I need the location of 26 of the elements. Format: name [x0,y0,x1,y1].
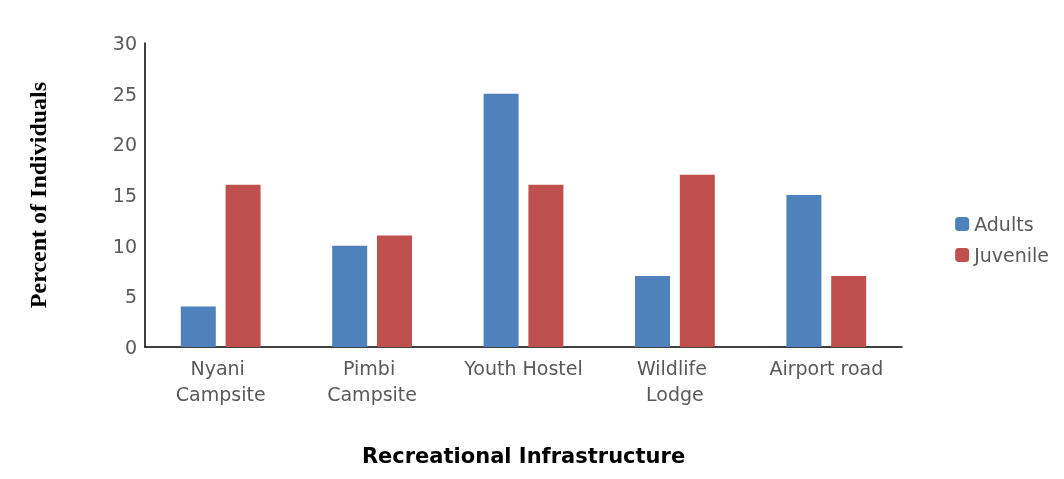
x-tick-label: Nyani Campsite [175,357,266,405]
bar [332,245,368,347]
bar [831,276,867,347]
y-tick-label: 10 [112,234,137,257]
bar [377,235,412,347]
x-axis-title: Recreational Infrastructure [361,443,686,468]
y-tick-label: 15 [112,184,137,206]
y-tick-label: 5 [124,285,137,308]
y-tick-label: 0 [124,336,137,358]
bar [635,276,670,347]
bar [679,174,715,347]
bar [483,93,519,347]
y-tick-label: 30 [112,32,137,54]
x-tick-label: Wildlife Lodge [636,357,713,405]
bar [225,184,261,347]
bar [528,184,564,347]
x-tick-label: Airport road [769,357,884,379]
x-tick-label: Pimbi Campsite [327,357,417,405]
legend-label: Adults [974,213,1034,235]
legend-label: Juvenile [973,244,1050,266]
y-tick-label: 20 [112,133,137,156]
bar [786,195,822,347]
y-axis-title: Percent of Individuals [25,81,51,309]
bar [180,306,216,347]
y-tick-label: 25 [112,82,137,105]
x-tick-label: Youth Hostel [463,357,583,379]
